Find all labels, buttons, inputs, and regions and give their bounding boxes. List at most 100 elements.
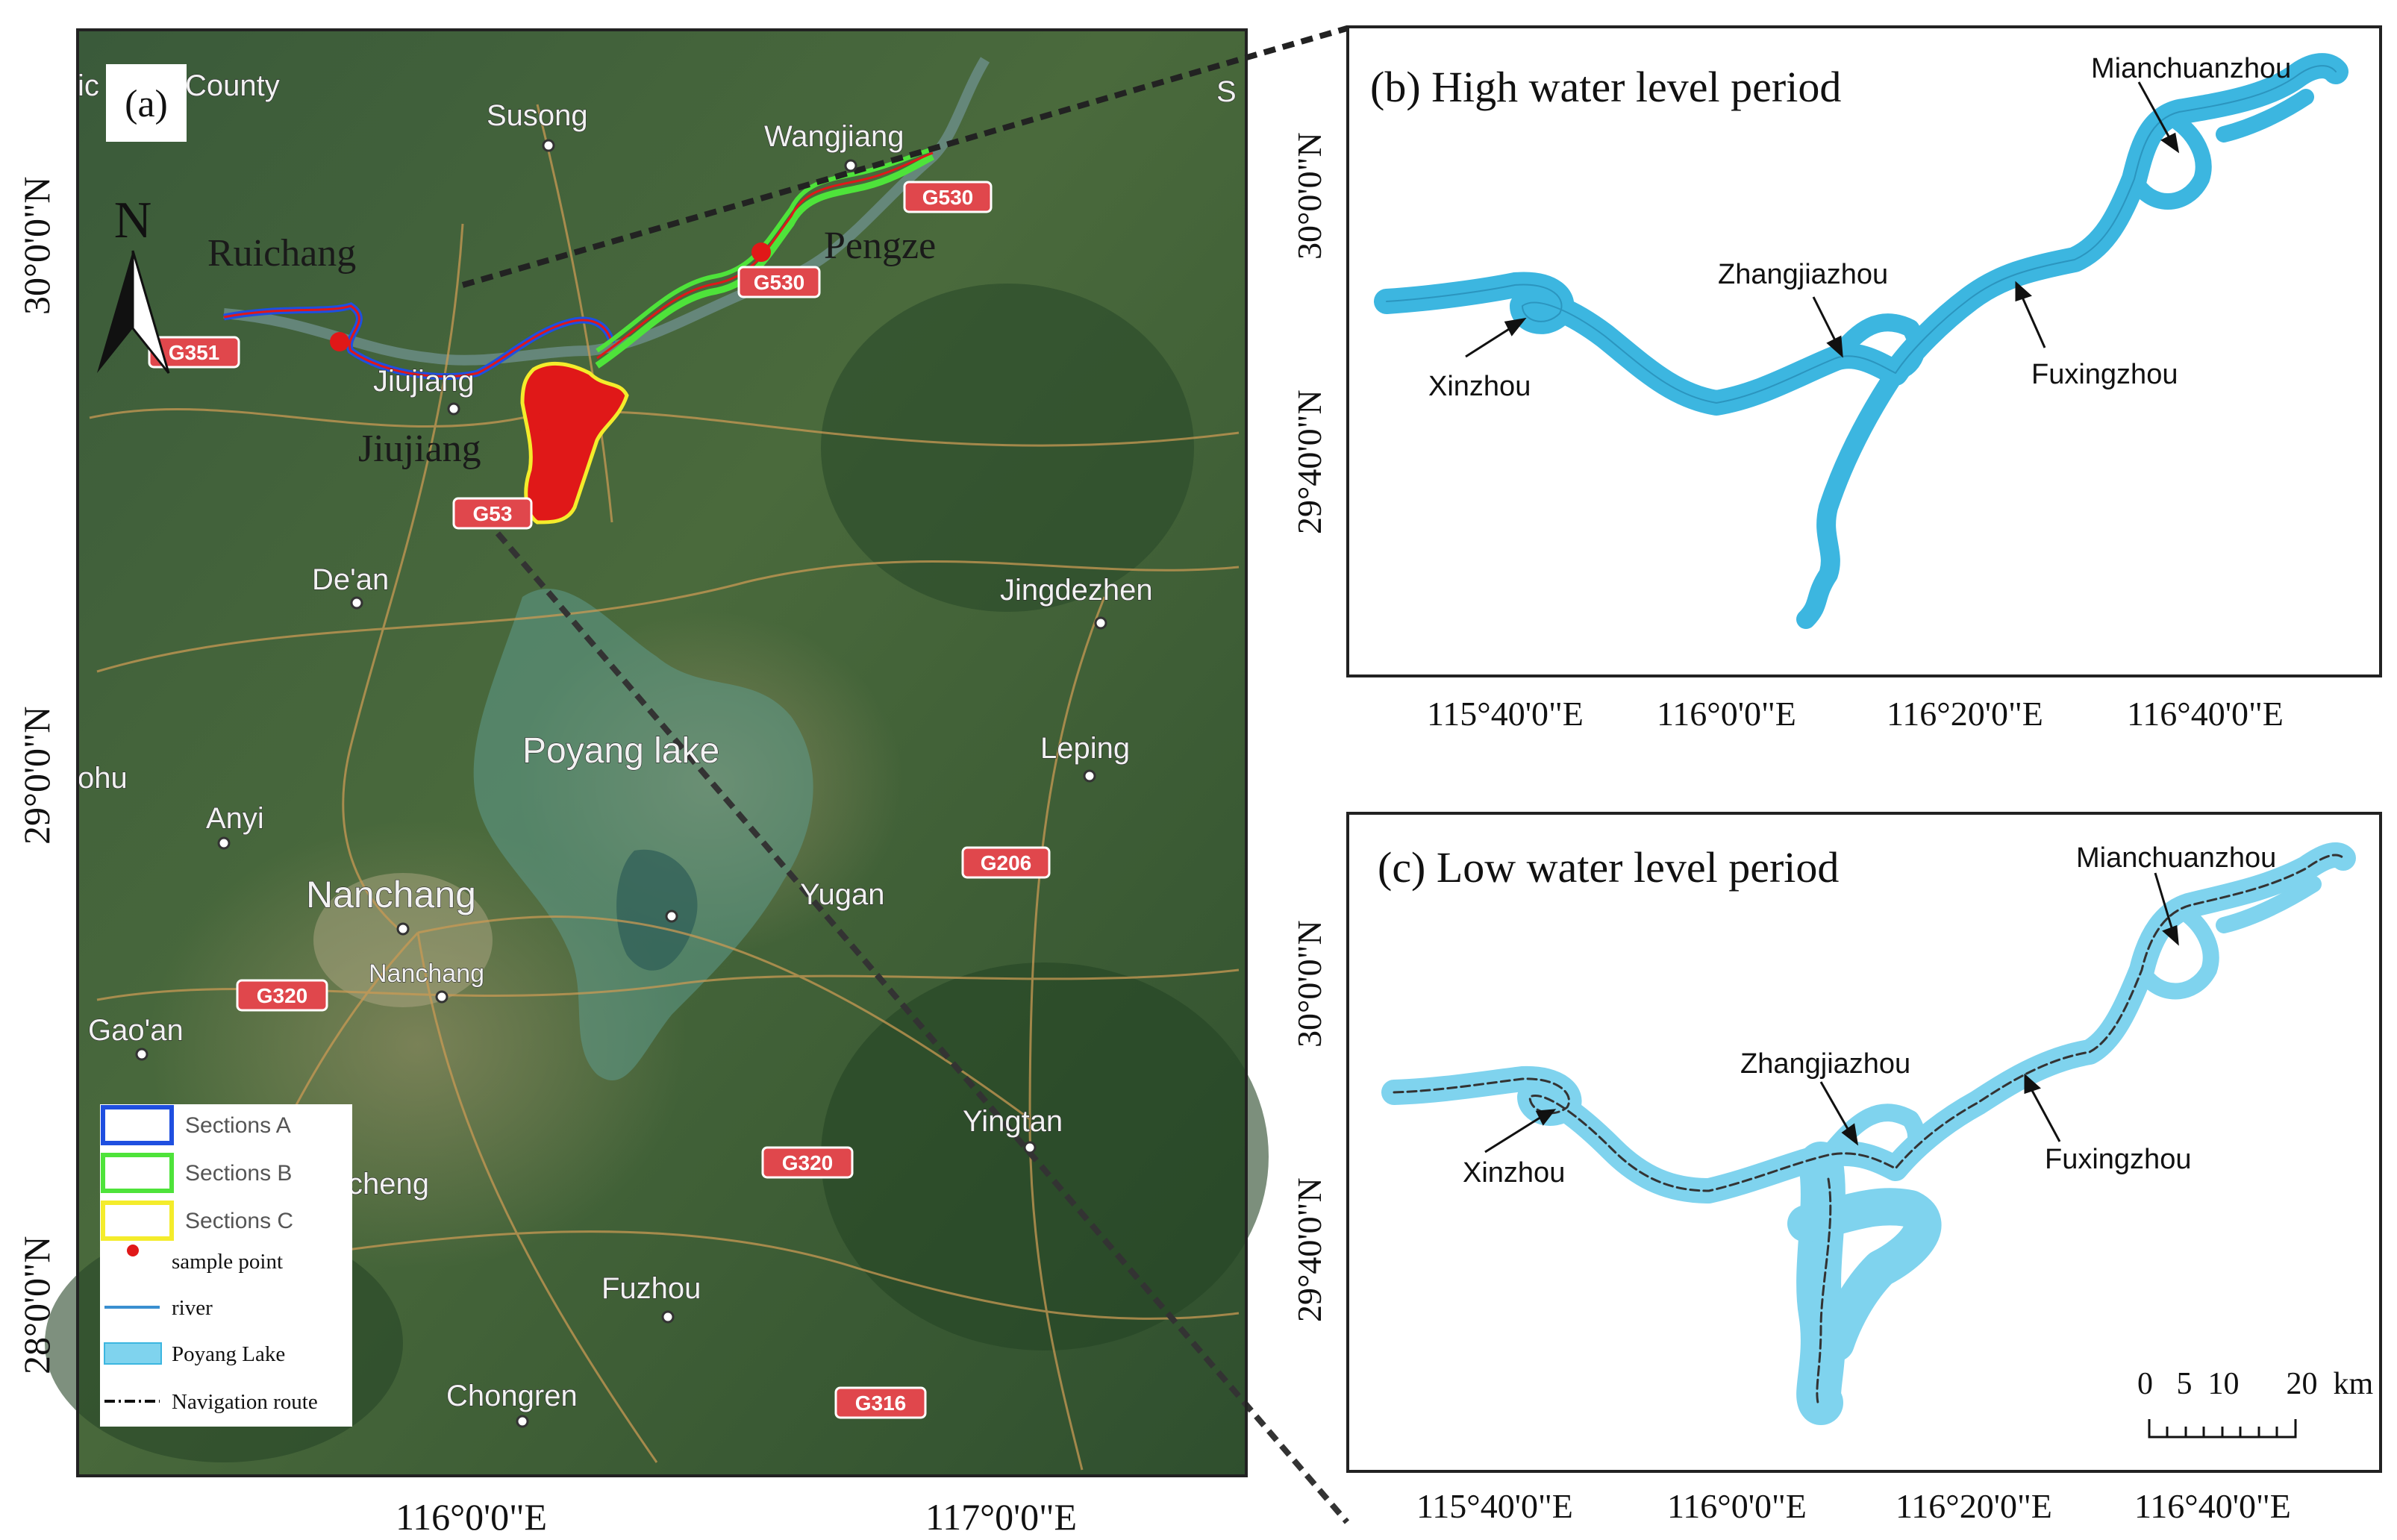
road-label: G316 <box>855 1392 907 1415</box>
lon-label: 116°0'0"E <box>1657 695 1796 733</box>
road-badge-g530 <box>903 181 993 213</box>
legend-label-nav: Navigation route <box>172 1390 318 1414</box>
lat-label: 29°40'0"N <box>1290 1177 1328 1322</box>
place-label-edge: ic <box>78 69 99 102</box>
legend-label-section-b: Sections B <box>185 1161 292 1186</box>
lon-label: 116°20'0"E <box>1887 695 2043 733</box>
scale-bar: 0 5 10 20 km <box>2137 1367 2374 1439</box>
place-label-pengze: Pengze <box>824 225 936 267</box>
place-label-jingdezhen: Jingdezhen <box>1000 574 1153 607</box>
city-dots <box>135 139 1107 1428</box>
place-label-poyang: Poyang lake <box>522 731 719 771</box>
label-fuxingzhou: Fuxingzhou <box>2031 359 2178 390</box>
lat-label: 29°0'0"N <box>16 706 57 845</box>
callout-arrows <box>1484 872 2179 1154</box>
svg-text:0 5 10 20 km: 0 5 10 20 km <box>2137 1367 2374 1401</box>
road-network <box>89 104 1240 1471</box>
legend-label-river: river <box>172 1296 213 1320</box>
legend-swatch-section-b <box>101 1153 174 1193</box>
road-label: G206 <box>981 851 1032 874</box>
road-badge-g316 <box>834 1386 927 1419</box>
place-label-yingtan: Yingtan <box>963 1105 1063 1138</box>
place-label-county: County <box>185 69 280 102</box>
forest-patch <box>821 284 1194 612</box>
label-mianchuanzhou: Mianchuanzhou <box>2091 53 2291 84</box>
panel-a: G530 G530 G351 G53 G206 G320 G320 G316 i… <box>16 25 1350 1538</box>
place-label-nanchang: Nanchang <box>306 874 476 915</box>
road-badge-g320 <box>236 979 328 1012</box>
lon-label: 115°40'0"E <box>1416 1487 1573 1525</box>
lat-label: 30°0'0"N <box>1290 920 1328 1048</box>
lat-label: 30°0'0"N <box>1290 132 1328 260</box>
section-b-river <box>596 151 934 360</box>
road-label: G53 <box>473 502 513 525</box>
legend-label-section-a: Sections A <box>185 1113 291 1138</box>
road-badge-g351 <box>148 336 240 369</box>
legend-swatch-sample <box>127 1245 139 1256</box>
road-label: G530 <box>754 271 805 294</box>
legend-label-lake: Poyang Lake <box>172 1342 285 1366</box>
sample-point <box>534 413 552 431</box>
panel-a-label: (a) <box>125 83 168 125</box>
map-legend: Sections A Sections B Sections C sample … <box>100 1104 352 1427</box>
low-water-river <box>1381 842 2356 1425</box>
section-b-route <box>596 147 934 353</box>
lon-label: 115°40'0"E <box>1427 695 1584 733</box>
lon-label: 117°0'0"E <box>925 1496 1077 1538</box>
place-label-cheng: cheng <box>348 1168 429 1201</box>
callout-arrows <box>1465 81 2180 358</box>
sample-point <box>751 242 771 262</box>
sample-point <box>330 332 349 351</box>
road-badge-g53 <box>452 497 533 530</box>
legend-swatch-section-c <box>101 1201 174 1241</box>
label-zhangjiazhou: Zhangjiazhou <box>1718 259 1888 290</box>
place-label-fuzhou: Fuzhou <box>601 1272 701 1305</box>
place-label-dean: De'an <box>312 563 389 596</box>
panel-b-title: (b) High water level period <box>1370 63 1841 111</box>
label-mianchuanzhou: Mianchuanzhou <box>2076 842 2276 874</box>
place-label-ruichang: Ruichang <box>207 232 356 275</box>
panel-a-label-box <box>106 64 187 142</box>
panel-c: (c) Low water level period Mianchuanzhou… <box>1290 812 2382 1525</box>
road-badge-g206 <box>961 846 1051 879</box>
legend-box <box>100 1104 352 1427</box>
label-zhangjiazhou: Zhangjiazhou <box>1740 1048 1910 1080</box>
road-label: G351 <box>169 341 220 364</box>
lat-label: 28°0'0"N <box>16 1236 57 1374</box>
lon-label: 116°40'0"E <box>2127 695 2284 733</box>
panel-c-title: (c) Low water level period <box>1378 843 1839 892</box>
north-arrow-icon: N <box>97 192 170 374</box>
place-label-ohu: ohu <box>78 762 128 795</box>
panel-c-frame <box>1346 812 2382 1473</box>
legend-swatch-section-a <box>101 1105 174 1145</box>
lon-label: 116°0'0"E <box>396 1496 547 1538</box>
label-fuxingzhou: Fuxingzhou <box>2045 1144 2191 1175</box>
place-label-s: S <box>1216 75 1237 108</box>
lon-label: 116°40'0"E <box>2134 1487 2291 1525</box>
legend-swatch-lake <box>104 1342 162 1365</box>
place-label-yugan: Yugan <box>800 878 884 911</box>
road-badge-g320 <box>761 1146 854 1179</box>
place-label-susong: Susong <box>487 99 588 132</box>
road-label: G320 <box>782 1151 834 1174</box>
place-label-anyi: Anyi <box>206 802 264 835</box>
legend-label-section-c: Sections C <box>185 1209 293 1233</box>
panel-b: (b) High water level period Mianchuanzho… <box>1290 25 2382 733</box>
zoom-guide-line <box>461 25 1348 288</box>
road-label: G530 <box>922 186 974 209</box>
section-b-route <box>595 153 935 369</box>
road-label: G320 <box>257 984 308 1007</box>
section-a-river <box>223 304 613 378</box>
lon-label: 116°20'0"E <box>1896 1487 2052 1525</box>
poyang-lake-water <box>473 589 813 1081</box>
road-badges: G530 G530 G351 G53 G206 G320 G320 G316 <box>148 181 1051 1419</box>
legend-label-sample: sample point <box>172 1250 283 1274</box>
svg-text:N: N <box>114 192 152 249</box>
lat-label: 30°0'0"N <box>16 176 57 315</box>
forest-patch <box>821 962 1269 1350</box>
place-label-gaoan: Gao'an <box>88 1014 184 1047</box>
section-c-area <box>520 361 629 525</box>
place-label-nanchang-small: Nanchang <box>369 960 484 988</box>
lat-label: 29°40'0"N <box>1290 389 1328 534</box>
